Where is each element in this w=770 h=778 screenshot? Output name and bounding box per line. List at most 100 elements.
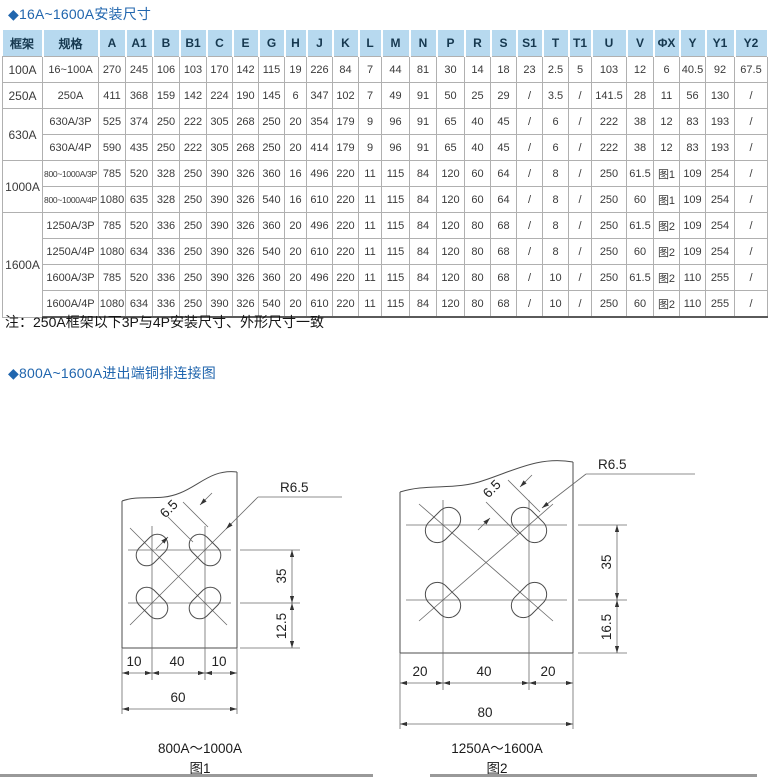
dim-bottom-gap: 12.5 — [274, 613, 289, 639]
value-cell: 354 — [306, 108, 333, 135]
value-cell: 8 — [542, 212, 569, 239]
value-cell: 80 — [464, 290, 491, 318]
dim-right: 10 — [211, 654, 226, 669]
value-cell: 250 — [591, 264, 627, 291]
value-cell: / — [734, 264, 768, 291]
value-cell: 250 — [591, 238, 627, 265]
value-cell: 226 — [306, 56, 333, 83]
value-cell: 250 — [179, 264, 207, 291]
value-cell: 图2 — [653, 212, 680, 239]
column-header: V — [626, 30, 655, 57]
value-cell: 496 — [306, 160, 333, 187]
value-cell: / — [568, 82, 592, 109]
value-cell: 193 — [705, 108, 735, 135]
value-cell: 106 — [152, 56, 180, 83]
value-cell: 45 — [490, 108, 517, 135]
value-cell: 360 — [258, 264, 285, 291]
value-cell: / — [568, 238, 592, 265]
value-cell: 2.5 — [542, 56, 569, 83]
value-cell: 91 — [409, 82, 437, 109]
value-cell: 142 — [232, 56, 259, 83]
value-cell: 220 — [332, 238, 359, 265]
value-cell: 1080 — [98, 290, 126, 318]
value-cell: 65 — [436, 134, 465, 161]
column-header: L — [358, 30, 383, 57]
value-cell: 40 — [464, 108, 491, 135]
value-cell: / — [516, 108, 543, 135]
value-cell: 3.5 — [542, 82, 569, 109]
value-cell: / — [568, 264, 592, 291]
table-header-row: 框架 规格 A A1 B B1 C E G H J K L M N P R S S1 T T1 U V ΦX Y Y1 Y2 — [2, 30, 769, 57]
value-cell: / — [734, 160, 768, 187]
value-cell: 634 — [125, 238, 153, 265]
column-header: Y1 — [705, 30, 736, 57]
value-cell: / — [568, 160, 592, 187]
value-cell: 64 — [490, 160, 517, 187]
value-cell: 496 — [306, 212, 333, 239]
value-cell: 268 — [232, 134, 259, 161]
value-cell: 222 — [179, 108, 207, 135]
frame-cell: 1000A — [2, 160, 43, 213]
spec-cell: 1600A/4P — [42, 290, 99, 318]
column-header: S — [490, 30, 518, 57]
value-cell: / — [734, 186, 768, 213]
value-cell: 250 — [591, 290, 627, 318]
value-cell: / — [516, 238, 543, 265]
value-cell: 6 — [542, 108, 569, 135]
value-cell: 360 — [258, 212, 285, 239]
value-cell: 96 — [381, 134, 410, 161]
value-cell: 16 — [284, 186, 307, 213]
dim-center: 40 — [169, 654, 184, 669]
value-cell: 141.5 — [591, 82, 627, 109]
value-cell: 115 — [258, 56, 285, 83]
value-cell: / — [516, 160, 543, 187]
column-header: ΦX — [653, 30, 681, 57]
value-cell: 635 — [125, 186, 153, 213]
value-cell: 83 — [679, 108, 706, 135]
value-cell: 10 — [542, 264, 569, 291]
table-row: 800~1000A/4P 1080 635 328 250 390 326 540 16 610 2… — [3, 186, 768, 213]
value-cell: 220 — [332, 160, 359, 187]
centerlines — [128, 526, 231, 680]
table-note: 注：250A框架以下3P与4P安装尺寸、外形尺寸一致 — [5, 314, 324, 330]
value-cell: 103 — [591, 56, 627, 83]
value-cell: 109 — [679, 160, 706, 187]
column-header: B — [152, 30, 181, 57]
bottom-dimensions: 20 40 20 80 — [399, 653, 574, 729]
value-cell: 525 — [98, 108, 126, 135]
value-cell: 20 — [284, 290, 307, 318]
value-cell: 222 — [591, 134, 627, 161]
value-cell: 250 — [152, 134, 180, 161]
plate-outline — [121, 471, 238, 649]
value-cell: 250 — [152, 108, 180, 135]
value-cell: 347 — [306, 82, 333, 109]
spec-cell: 800~1000A/4P — [42, 186, 99, 213]
value-cell: 44 — [381, 56, 410, 83]
column-header: P — [436, 30, 466, 57]
value-cell: 120 — [436, 160, 465, 187]
dim-slot-width: 6.5 — [157, 497, 181, 521]
column-header: N — [409, 30, 438, 57]
value-cell: 254 — [705, 212, 735, 239]
value-cell: 96 — [381, 108, 410, 135]
column-header: K — [332, 30, 360, 57]
value-cell: 250 — [591, 212, 627, 239]
value-cell: 60 — [626, 238, 654, 265]
value-cell: 255 — [705, 290, 735, 318]
value-cell: / — [734, 290, 768, 318]
value-cell: 68 — [490, 290, 517, 318]
value-cell: 84 — [409, 160, 437, 187]
value-cell: 193 — [705, 134, 735, 161]
value-cell: 20 — [284, 264, 307, 291]
value-cell: 250 — [258, 134, 285, 161]
value-cell: 20 — [284, 212, 307, 239]
dim-radius: R6.5 — [598, 457, 627, 472]
figure-2-drawing: 6.5 R6.5 35 16.5 20 40 20 80 — [399, 457, 695, 729]
value-cell: 110 — [679, 290, 706, 318]
value-cell: 610 — [306, 186, 333, 213]
value-cell: 60 — [626, 290, 654, 318]
value-cell: 1080 — [98, 186, 126, 213]
value-cell: 110 — [679, 264, 706, 291]
value-cell: 1080 — [98, 238, 126, 265]
value-cell: 20 — [284, 238, 307, 265]
